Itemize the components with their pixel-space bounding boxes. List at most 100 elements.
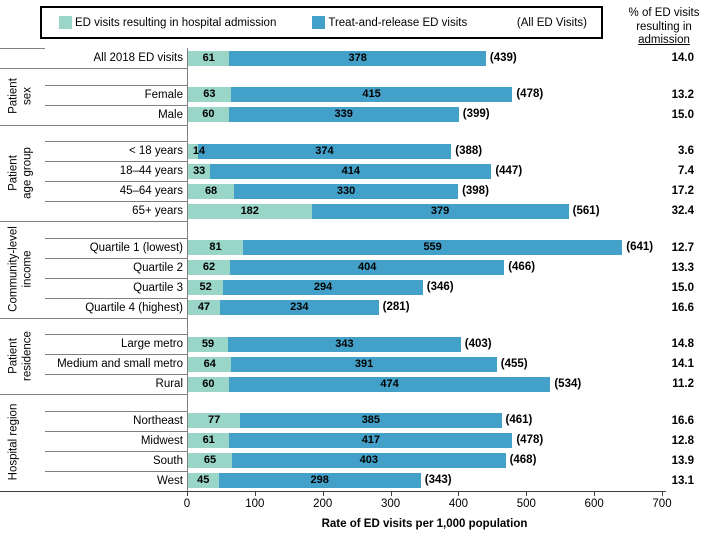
treat-release-value-label: 330 [336, 184, 356, 197]
bar-segment-treat-release [231, 356, 497, 372]
bar-row: 61 417 [188, 433, 513, 448]
row-divider [45, 410, 187, 412]
pct-value: 13.3 [671, 261, 694, 274]
row-divider [45, 104, 187, 106]
row-label: Quartile 4 (highest) [85, 301, 183, 314]
treat-release-value-label: 294 [313, 281, 333, 293]
bar-segment-treat-release [229, 433, 513, 448]
admission-value-label: 60 [202, 108, 215, 120]
bar-segment-treat-release [197, 143, 452, 159]
total-value-label: (447) [495, 164, 523, 177]
bar-row: 59 343 [188, 336, 461, 352]
group-label-line: Patient [7, 337, 19, 374]
group-divider [0, 317, 187, 319]
pct-value: 12.8 [671, 434, 694, 447]
row-divider [45, 161, 187, 162]
legend-label-treat-release: Treat-and-release ED visits [328, 16, 468, 29]
admission-value-label: 63 [203, 88, 216, 100]
bar-row: 45 298 [188, 473, 421, 488]
pct-header-line3: admission [638, 34, 690, 46]
x-tick-label: 600 [584, 497, 604, 510]
group-label-line: Patient [7, 78, 19, 115]
row-label: Northeast [133, 414, 183, 427]
group-label: Hospital region [6, 394, 36, 491]
bar-row: 14 374 [188, 143, 452, 159]
treat-release-value-label: 385 [361, 414, 381, 426]
row-divider [45, 470, 187, 472]
bar-segment-admission [188, 473, 219, 488]
bar-segment-admission [188, 280, 224, 295]
x-tick-mark [662, 490, 663, 496]
row-label: 45–64 years [119, 185, 183, 197]
x-tick-mark [594, 490, 596, 496]
total-value-label: (468) [509, 454, 537, 466]
row-label: Female [144, 88, 183, 101]
treat-release-value-label: 234 [290, 301, 309, 313]
admission-value-label: 52 [199, 281, 212, 293]
total-value-label: (478) [516, 88, 544, 100]
treat-release-value-label: 343 [335, 337, 354, 350]
admission-value-label: 60 [202, 377, 215, 390]
x-tick-label: 400 [448, 497, 469, 510]
row-divider [45, 374, 187, 375]
total-value-label: (346) [426, 281, 454, 293]
admission-value-label: 61 [202, 434, 215, 446]
group-label-line: sex [21, 87, 33, 106]
x-tick-mark [458, 490, 460, 496]
row-label: Male [158, 108, 183, 121]
bar-segment-treat-release [242, 240, 623, 255]
admission-swatch-icon [59, 16, 72, 29]
x-tick-mark [526, 490, 528, 496]
total-value-label: (439) [489, 51, 517, 64]
row-divider [45, 201, 187, 202]
total-value-label: (534) [554, 377, 582, 390]
legend: ED visits resulting in hospital admissio… [40, 6, 603, 39]
total-value-label: (455) [500, 357, 528, 370]
total-value-label: (466) [508, 261, 536, 273]
bar-segment-admission [188, 107, 229, 122]
bar-segment-admission [188, 203, 312, 219]
pct-value: 14.8 [671, 338, 694, 350]
group-label-line: income [21, 250, 33, 288]
bar-segment-treat-release [230, 260, 505, 275]
pct-value: 13.1 [671, 474, 694, 487]
bar-segment-admission [188, 453, 233, 468]
bar-segment-treat-release [240, 413, 502, 428]
row-label: Large metro [120, 338, 183, 350]
row-label: West [157, 474, 183, 487]
bar-row: 62 404 [188, 260, 505, 275]
admission-value-label: 64 [203, 357, 216, 370]
pct-header-line1: % of ED visits [628, 7, 700, 19]
row-label: Medium and small metro [57, 358, 183, 370]
total-value-label: (561) [572, 204, 600, 217]
admission-value-label: 47 [197, 301, 211, 313]
bar-row: 60 474 [188, 376, 551, 392]
admission-value-label: 62 [202, 261, 216, 273]
row-label: Quartile 1 (lowest) [89, 241, 183, 254]
bar-segment-admission [188, 87, 231, 102]
row-divider [45, 141, 187, 142]
bar-segment-admission [188, 50, 230, 66]
bar-segment-admission [188, 300, 220, 315]
row-divider [45, 334, 187, 335]
admission-value-label: 68 [204, 184, 218, 197]
admission-value-label: 182 [240, 204, 259, 217]
category-axis-top-tick [0, 48, 45, 49]
row-divider [45, 84, 187, 86]
row-label: Rural [155, 378, 183, 390]
bar-segment-treat-release [228, 107, 459, 122]
bar-segment-admission [188, 163, 211, 179]
bar-row: 33 414 [188, 163, 492, 179]
treat-release-value-label: 415 [362, 88, 381, 100]
pct-value: 32.4 [671, 205, 694, 217]
group-divider [0, 394, 187, 395]
treat-release-value-label: 298 [310, 474, 329, 486]
bar-row: 81 559 [188, 240, 623, 255]
group-divider [0, 124, 187, 126]
admission-value-label: 59 [201, 337, 215, 350]
bar-segment-treat-release [228, 336, 461, 352]
bar-segment-admission [188, 376, 229, 392]
bar-segment-treat-release [223, 280, 423, 295]
bar-segment-treat-release [230, 87, 513, 102]
x-tick-mark [187, 490, 188, 496]
